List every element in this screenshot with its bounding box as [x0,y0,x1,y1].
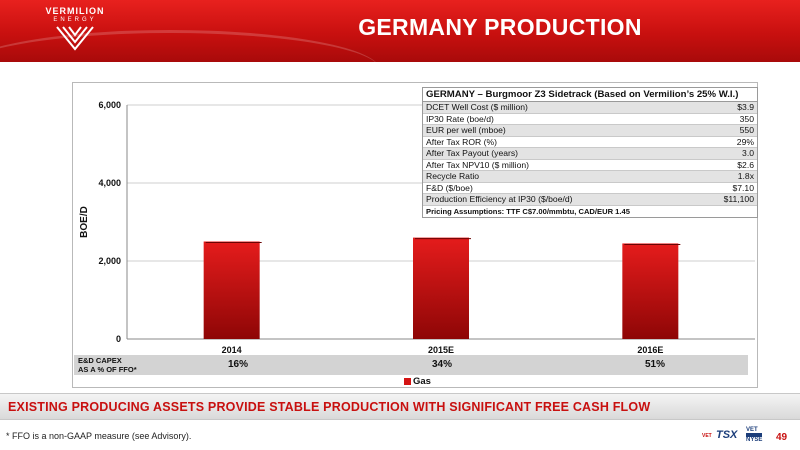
metrics-row: F&D ($/boe) $7.10 [423,182,757,194]
y-tick-label: 2,000 [98,256,121,266]
metrics-row: After Tax Payout (years) 3.0 [423,148,757,160]
footnote: * FFO is a non-GAAP measure (see Advisor… [6,431,192,441]
metrics-row-label: DCET Well Cost ($ million) [426,102,528,112]
logo-name: VERMILION [45,6,105,16]
metrics-table: GERMANY – Burgmoor Z3 Sidetrack (Based o… [422,87,758,218]
capex-value-2016E: 51% [645,359,666,370]
x-tick-label: 2014 [222,345,242,355]
metrics-row-value: $3.9 [737,102,754,112]
chart-legend: Gas [404,376,431,387]
metrics-row-label: After Tax Payout (years) [426,148,519,158]
metrics-row: Production Efficiency at IP30 ($/boe/d) $… [423,194,757,206]
metrics-row: Recycle Ratio 1.8x [423,171,757,183]
metrics-row: DCET Well Cost ($ million) $3.9 [423,102,757,114]
y-tick-label: 6,000 [98,100,121,110]
header-swoosh [0,30,380,62]
metrics-row-label: EUR per well (mboe) [426,125,506,135]
metrics-row-label: F&D ($/boe) [426,182,473,193]
capex-value-2015E: 34% [432,359,453,370]
metrics-row-value: $7.10 [732,182,754,193]
metrics-row-value: 29% [736,136,754,147]
metrics-row-value: $2.6 [737,159,754,170]
exchange-listed-bar [746,433,762,437]
y-tick-label: 0 [116,334,121,344]
metrics-row: After Tax NPV10 ($ million) $2.6 [423,159,757,171]
key-message-banner: EXISTING PRODUCING ASSETS PROVIDE STABLE… [0,393,800,420]
metrics-row-label: After Tax NPV10 ($ million) [426,159,530,170]
metrics-row: After Tax ROR (%) 29% [423,136,757,148]
bar-2015E [413,237,469,339]
metrics-row-label: After Tax ROR (%) [426,136,497,147]
capex-label-line2: AS A % OF FFO* [78,365,137,374]
capex-label: E&D CAPEX AS A % OF FFO* [78,356,137,374]
exchange-ticker-left: VET [702,433,712,439]
capex-value-2014: 16% [228,359,249,370]
metrics-row-value: 550 [739,125,754,135]
y-axis-label: BOE/D [79,206,90,238]
page-number: 49 [776,432,788,443]
page-title: GERMANY PRODUCTION [358,14,642,40]
legend-swatch-gas [404,378,411,385]
metrics-row-label: Recycle Ratio [426,171,480,181]
company-logo: VERMILION ENERGY [30,6,120,58]
capex-row: E&D CAPEX AS A % OF FFO* 16% 34% 51% [74,355,748,375]
legend-label-gas: Gas [413,376,431,387]
bar-2014 [203,241,260,339]
metrics-title: GERMANY – Burgmoor Z3 Sidetrack (Based o… [423,88,757,102]
metrics-row-value: 350 [739,113,754,124]
capex-label-line1: E&D CAPEX [78,356,122,365]
x-tick-label: 2016E [637,345,663,355]
metrics-footer: Pricing Assumptions: TTF C$7.00/mmbtu, C… [426,206,630,216]
x-tick-label: 2015E [428,345,454,355]
logo-tagline: ENERGY [53,17,97,23]
exchange-tsx: TSX [716,429,738,441]
metrics-row-label: Production Efficiency at IP30 ($/boe/d) [426,194,573,204]
metrics-row-label: IP30 Rate (boe/d) [426,113,494,124]
production-chart: 0 2,000 4,000 6,000 BOE/D 2014 2015E 2016E [79,100,755,355]
logo-chevron-icon [56,26,94,51]
banner-text: EXISTING PRODUCING ASSETS PROVIDE STABLE… [8,400,651,414]
metrics-row: IP30 Rate (boe/d) 350 [423,113,757,125]
slide-header: VERMILION ENERGY GERMANY PRODUCTION [0,0,800,62]
exchange-logo: VET TSX VET NYSE [702,427,764,445]
metrics-rows: DCET Well Cost ($ million) $3.9 IP30 Rate … [423,102,757,206]
metrics-row-value: 1.8x [737,171,754,181]
y-tick-label: 4,000 [98,178,121,188]
metrics-row: EUR per well (mboe) 550 [423,125,757,137]
exchange-nyse: NYSE [746,437,763,443]
exchange-ticker-top: VET [746,427,758,433]
bar-2016E [622,243,679,339]
metrics-row-value: $11,100 [723,194,754,204]
metrics-row-value: 3.0 [742,148,754,158]
